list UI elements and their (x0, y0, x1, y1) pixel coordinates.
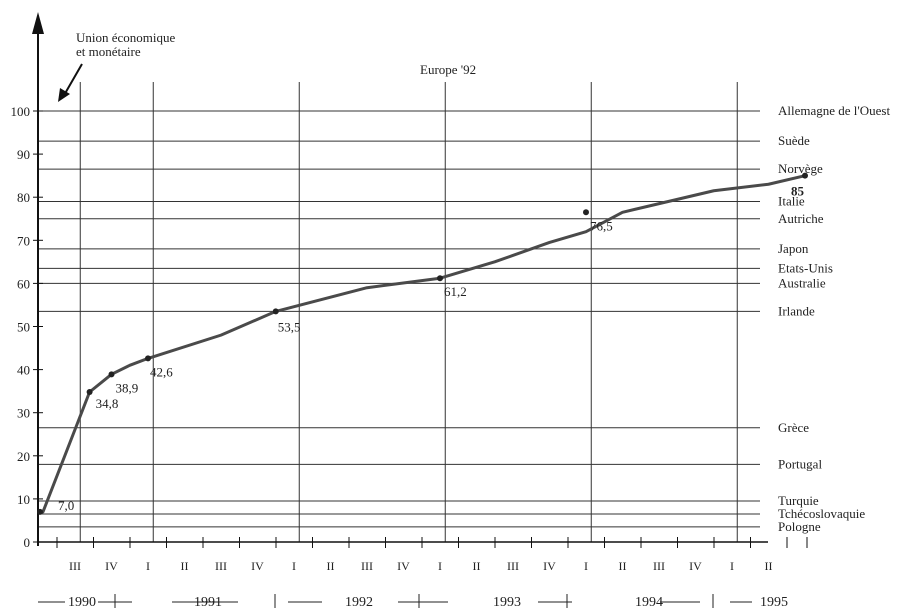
y-tick-label: 50 (17, 320, 30, 335)
reference-label: Italie (778, 194, 805, 209)
data-point (108, 371, 115, 378)
y-tick-label: 100 (11, 104, 31, 119)
data-point (145, 355, 151, 362)
y-tick-label: 80 (17, 190, 30, 205)
x-tick-label: III (69, 559, 81, 573)
series (37, 172, 808, 515)
data-point (802, 172, 808, 179)
annotation-arrow (62, 63, 83, 98)
reference-label: Etats-Unis (778, 260, 833, 275)
reference-label: Autriche (778, 211, 824, 226)
data-point (37, 508, 43, 515)
x-tick-label: IV (105, 559, 118, 573)
x-tick-label: I (292, 559, 296, 573)
y-tick-label: 20 (17, 449, 30, 464)
annotation-arrowhead (58, 88, 70, 102)
annotation-start-event: Union économique (76, 30, 176, 45)
x-tick-label: II (473, 559, 481, 573)
annotation-europe: Europe '92 (420, 62, 476, 77)
reference-label: Turquie (778, 493, 819, 508)
reference-label: Grèce (778, 420, 809, 435)
year-label: 1992 (345, 595, 373, 608)
data-label: 76,5 (590, 218, 613, 233)
data-label: 61,2 (444, 284, 467, 299)
x-tick-label: IV (543, 559, 556, 573)
data-label: 34,8 (96, 396, 119, 411)
x-tick-label: IV (397, 559, 410, 573)
x-tick-label: III (215, 559, 227, 573)
data-label: 85 (791, 184, 805, 199)
x-tick-label: II (619, 559, 627, 573)
reference-label: Japon (778, 241, 809, 256)
reference-label: Allemagne de l'Ouest (778, 103, 890, 118)
y-tick-label: 60 (17, 276, 30, 291)
reference-label: Pologne (778, 519, 821, 534)
data-point (272, 308, 279, 315)
x-tick-label: III (361, 559, 373, 573)
data-point (583, 209, 589, 216)
annotation-start-event: et monétaire (76, 44, 141, 59)
x-tick-label: I (146, 559, 150, 573)
data-label: 7,0 (58, 498, 74, 513)
y-axis-arrow (32, 12, 44, 34)
y-tick-label: 70 (17, 233, 30, 248)
reference-label: Australie (778, 275, 826, 290)
data-point (86, 389, 93, 396)
x-tick-label: II (327, 559, 335, 573)
axes (32, 12, 808, 608)
reference-label: Tchécoslovaquie (778, 506, 865, 521)
year-label: 1995 (760, 595, 788, 608)
data-label: 38,9 (116, 380, 139, 395)
y-tick-label: 90 (17, 147, 30, 162)
x-tick-label: II (181, 559, 189, 573)
y-tick-label: 30 (17, 406, 30, 421)
data-label: 53,5 (278, 319, 301, 334)
x-tick-label: III (507, 559, 519, 573)
year-label: 1993 (493, 595, 521, 608)
reference-label: Portugal (778, 456, 822, 471)
year-label: 1991 (194, 595, 222, 608)
series-line (38, 174, 806, 514)
labels: Allemagne de l'Ouest Suède Norvège Italie Au… (11, 103, 891, 608)
x-tick-label: IV (689, 559, 702, 573)
y-tick-label: 40 (17, 363, 30, 378)
reference-label: Suède (778, 133, 810, 148)
y-tick-label: 10 (17, 492, 30, 507)
x-tick-label: III (653, 559, 665, 573)
x-tick-label: I (438, 559, 442, 573)
data-label: 42,6 (150, 364, 173, 379)
x-tick-label: II (765, 559, 773, 573)
year-label: 1994 (635, 595, 663, 608)
reference-label: Norvège (778, 161, 823, 176)
x-tick-label: I (730, 559, 734, 573)
x-tick-label: IV (251, 559, 264, 573)
year-label: 1990 (68, 595, 96, 608)
reference-label: Irlande (778, 303, 815, 318)
y-tick-label: 0 (24, 535, 31, 550)
x-tick-label: I (584, 559, 588, 573)
data-point (437, 275, 443, 282)
grid (38, 82, 760, 542)
